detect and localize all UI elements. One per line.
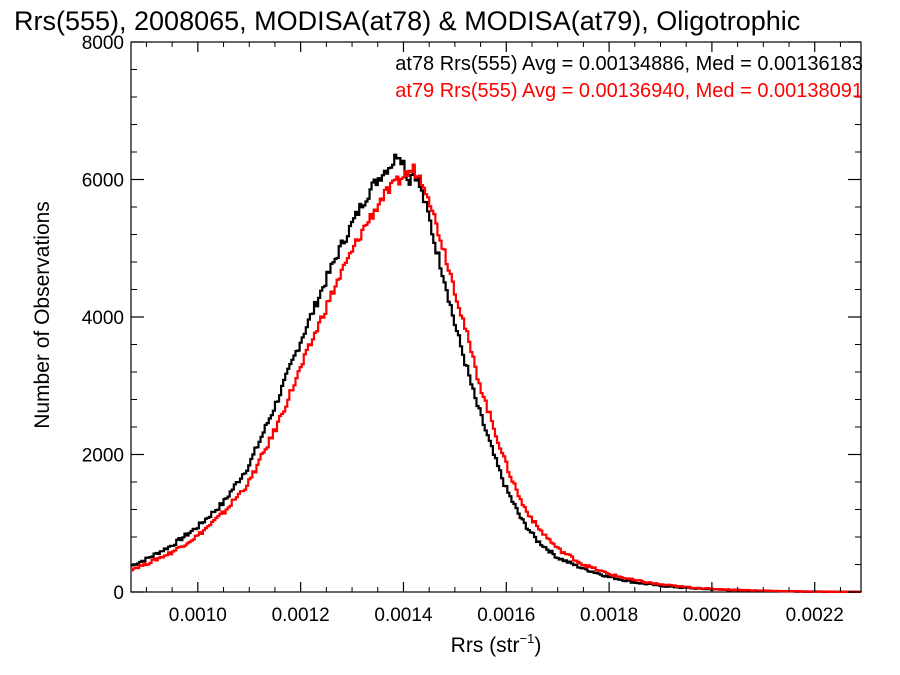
y-tick-label: 4000 [82,308,124,329]
y-tick-label: 0 [113,583,124,604]
x-tick-label: 0.0012 [272,605,330,626]
x-tick-label: 0.0020 [683,605,741,626]
series-line-at78 [131,153,861,594]
legend-entry-at78: at78 Rrs(555) Avg = 0.00134886, Med = 0.… [395,53,863,75]
x-tick-label: 0.0018 [580,605,638,626]
x-tick-label: 0.0022 [786,605,844,626]
chart-title: Rrs(555), 2008065, MODISA(at78) & MODISA… [14,6,800,36]
legend-entry-at79: at79 Rrs(555) Avg = 0.00136940, Med = 0.… [395,80,863,102]
x-axis-label-text: Rrs (str [451,634,520,657]
y-tick-label: 2000 [82,446,124,467]
legend: at78 Rrs(555) Avg = 0.00134886, Med = 0.… [395,53,863,102]
x-tick-label: 0.0014 [374,605,433,626]
plot-frame [130,41,862,593]
y-tick-label: 8000 [82,33,124,54]
x-axis-label-close: ) [534,634,541,657]
series-layer [131,153,863,594]
x-axis-ticks: 0.0010 0.0012 0.0014 0.0016 0.0018 0.0020 0.00… [145,42,844,626]
x-tick-label: 0.0016 [477,605,535,626]
x-axis-label-superscript: −1 [520,631,535,646]
series-line-at79 [131,163,863,594]
x-axis-label: Rrs (str−1) [451,631,542,657]
y-axis-label: Number of Observations [31,201,54,429]
plot-area: 0.0010 0.0012 0.0014 0.0016 0.0018 0.0020 0.00… [82,33,863,626]
x-tick-label: 0.0010 [169,605,227,626]
y-tick-label: 6000 [82,171,124,192]
y-axis-ticks: 0 2000 4000 6000 8000 [82,33,861,604]
